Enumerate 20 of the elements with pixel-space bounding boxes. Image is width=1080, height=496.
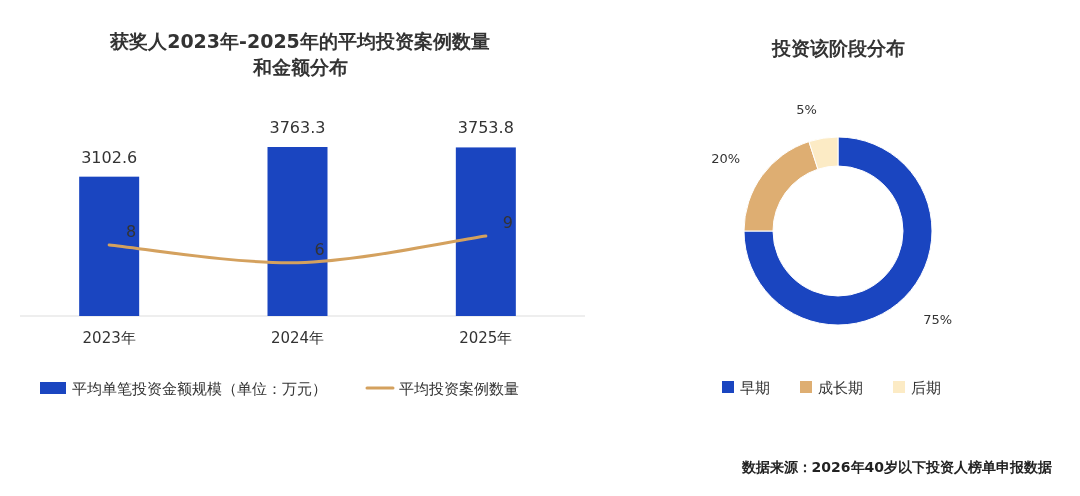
legend-label: 早期 (740, 379, 770, 397)
x-tick-label: 2023年 (82, 329, 136, 347)
data-label: 3753.8 (457, 118, 514, 138)
data-label: 8 (126, 221, 137, 241)
chart-title: 获奖人2023年-2025年的平均投资案例数量和金额分布 (109, 30, 490, 78)
data-label: 6 (314, 239, 325, 259)
data-label: 5% (796, 101, 817, 117)
x-tick-label: 2024年 (270, 329, 325, 347)
legend-label: 平均单笔投资金额规模（单位：万元） (72, 380, 327, 398)
x-tick-label: 2025年 (459, 329, 513, 347)
data-label: 3763.3 (269, 118, 326, 137)
data-label: 75% (923, 311, 953, 327)
legend-label: 平均投资案例数量 (399, 380, 519, 398)
source-note: 数据来源：2026年40岁以下投资人榜单申报数据 (740, 459, 1052, 475)
chart-title: 投资该阶段分布 (770, 37, 905, 59)
legend-label: 后期 (911, 379, 941, 397)
data-label: 3102.6 (81, 147, 138, 167)
data-label: 20% (711, 151, 741, 167)
data-label: 9 (502, 213, 513, 232)
legend-label: 成长期 (818, 379, 863, 397)
